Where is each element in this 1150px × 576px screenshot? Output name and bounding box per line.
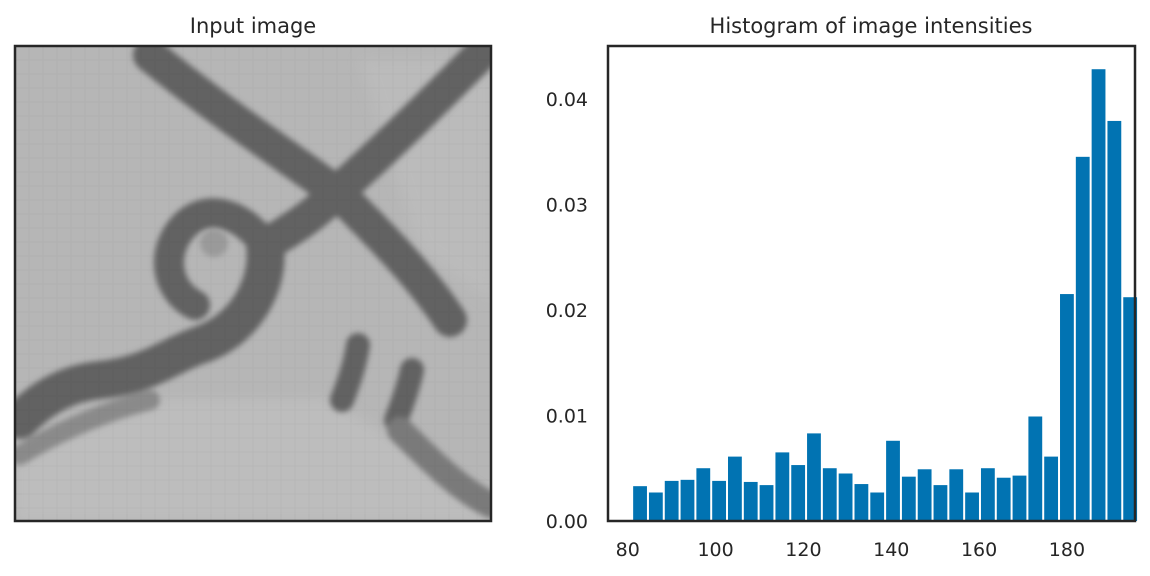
histogram-bar: [1123, 297, 1138, 521]
x-tick-label: 160: [961, 539, 997, 561]
histogram-bar: [1012, 475, 1027, 521]
histogram-bar: [1060, 294, 1074, 521]
histogram-bar: [965, 492, 979, 521]
x-tick-label: 100: [697, 539, 733, 561]
histogram-bar: [633, 486, 647, 521]
histogram-bar: [728, 456, 742, 521]
histogram-frame: [606, 44, 1137, 523]
x-tick-label: 120: [785, 539, 821, 561]
histogram-title: Histogram of image intensities: [710, 14, 1033, 38]
histogram-bar: [1091, 69, 1106, 521]
histogram-bar: [838, 473, 853, 521]
histogram-bar: [680, 479, 695, 521]
histogram-bar: [1028, 416, 1043, 521]
histogram-bar: [1044, 456, 1059, 521]
x-tick-label: 80: [616, 539, 640, 561]
input-image: [13, 44, 493, 523]
histogram-bar: [854, 484, 869, 521]
histogram-bar: [822, 468, 837, 521]
histogram-bar: [933, 485, 948, 521]
histogram-bar: [1075, 156, 1090, 521]
y-axis-ticks: 0.00 0.01 0.02 0.03 0.04: [546, 89, 588, 533]
histogram-bar: [759, 485, 774, 521]
histogram-bar: [1107, 120, 1122, 521]
x-axis-ticks: 80 100 120 140 160 180: [616, 539, 1085, 561]
histogram-bar: [807, 433, 821, 521]
x-tick-label: 180: [1049, 539, 1085, 561]
image-panel-title: Input image: [190, 14, 316, 38]
histogram-bar: [886, 440, 900, 521]
histogram-bar: [664, 480, 679, 521]
histogram-bar: [743, 481, 758, 521]
histogram-bars: [633, 69, 1138, 521]
histogram-bar: [775, 452, 790, 521]
y-tick-label: 0.02: [546, 300, 588, 322]
histogram-bar: [870, 492, 885, 521]
y-tick-label: 0.03: [546, 194, 588, 216]
histogram-bar: [696, 468, 711, 521]
histogram-bar: [980, 468, 995, 521]
x-tick-label: 140: [873, 539, 909, 561]
y-tick-label: 0.01: [546, 405, 588, 427]
histogram-bar: [996, 477, 1011, 521]
y-tick-label: 0.04: [546, 89, 588, 111]
histogram-chart: 80 100 120 140 160 180 0.00 0.01 0.02 0.03 0.04: [546, 44, 1138, 561]
image-frame: [13, 44, 493, 523]
histogram-bar: [648, 492, 663, 521]
histogram-bar: [949, 469, 964, 521]
histogram-bar: [712, 480, 727, 521]
histogram-bar: [901, 476, 916, 521]
y-tick-label: 0.00: [546, 511, 588, 533]
histogram-bar: [917, 469, 932, 521]
histogram-bar: [791, 465, 806, 521]
